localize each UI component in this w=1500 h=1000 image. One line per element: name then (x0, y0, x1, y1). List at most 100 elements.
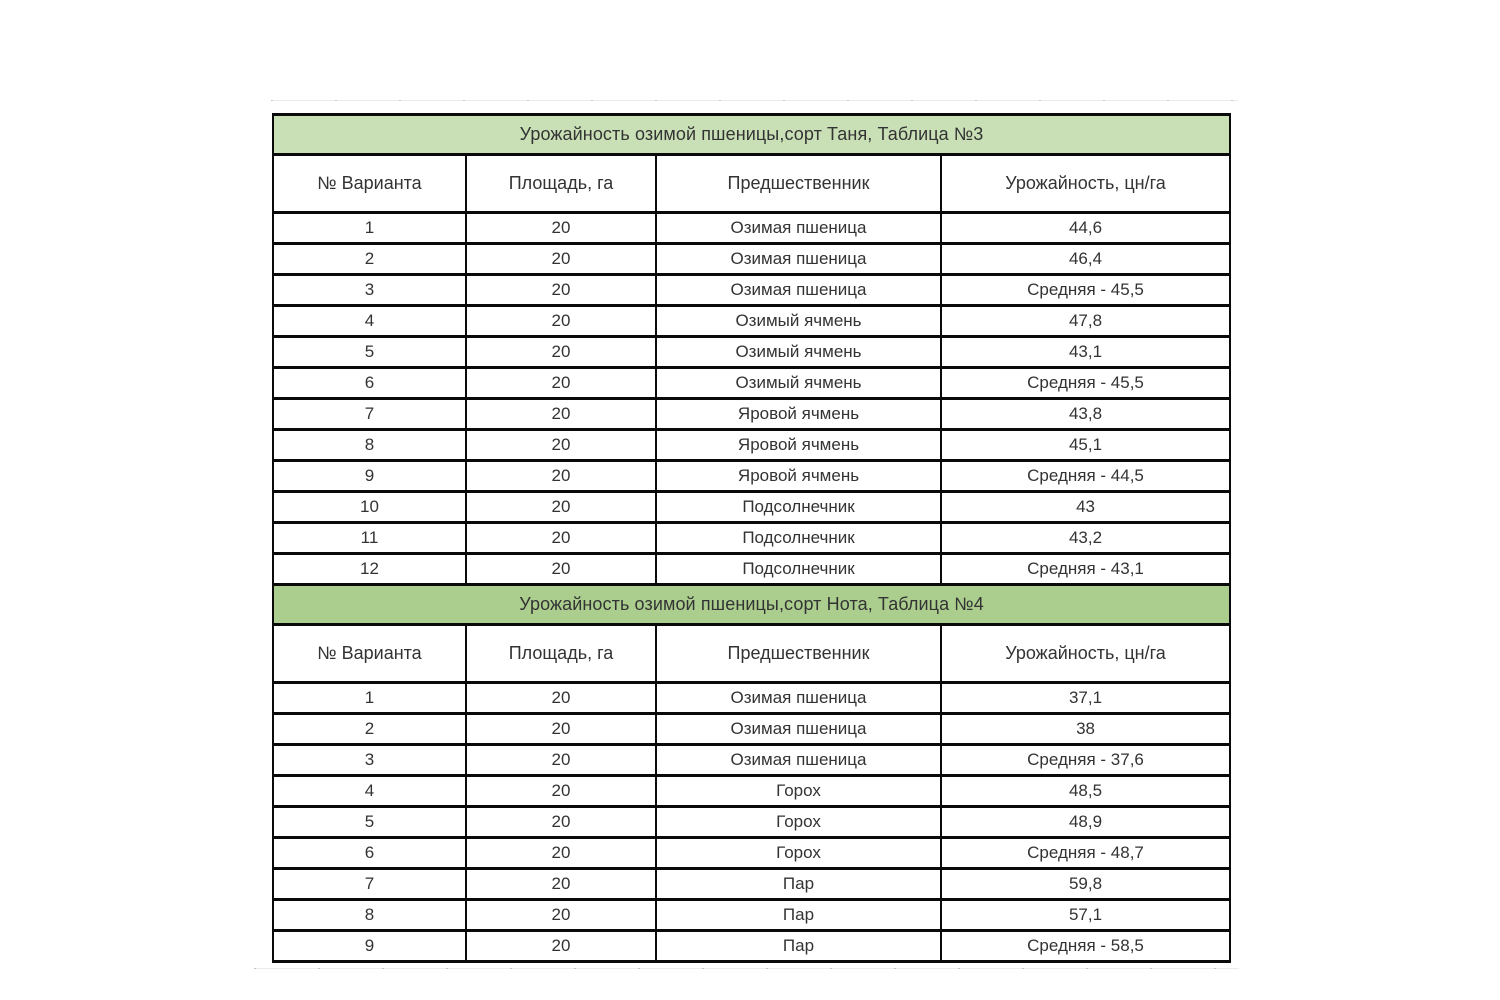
table-row: 7 20 Яровой ячмень 43,8 (272, 397, 1232, 431)
cell-predecessor: Подсолнечник (655, 521, 942, 555)
cell-variant-number: 3 (272, 273, 467, 307)
cell-area: 20 (465, 867, 657, 901)
column-header: № Варианта (272, 623, 467, 684)
cell-yield: Средняя - 44,5 (939, 459, 1232, 493)
cell-yield: 43,1 (939, 335, 1232, 369)
cell-variant-number: 8 (272, 428, 467, 462)
column-header: № Варианта (272, 153, 467, 214)
table-header-row: № Варианта Площадь, га Предшественник Урожа… (272, 153, 1232, 214)
cell-yield: Средняя - 58,5 (939, 929, 1232, 963)
cell-predecessor: Озимая пшеница (655, 743, 942, 777)
cell-yield: 47,8 (939, 304, 1232, 338)
cell-variant-number: 4 (272, 774, 467, 808)
yield-tables-sheet: Урожайность озимой пшеницы,сорт Таня, Та… (271, 113, 1232, 963)
table-row: 9 20 Яровой ячмень Средняя - 44,5 (272, 459, 1232, 493)
cell-yield: Средняя - 37,6 (939, 743, 1232, 777)
cell-predecessor: Озимая пшеница (655, 681, 942, 715)
spreadsheet-gridline-artifact-bottom (254, 968, 1239, 969)
cell-variant-number: 5 (272, 335, 467, 369)
cell-yield: 48,9 (939, 805, 1232, 839)
cell-yield: 43,2 (939, 521, 1232, 555)
cell-predecessor: Озимая пшеница (655, 211, 942, 245)
column-header: Площадь, га (465, 153, 657, 214)
cell-area: 20 (465, 552, 657, 586)
cell-predecessor: Озимый ячмень (655, 304, 942, 338)
table-row: 4 20 Горох 48,5 (272, 774, 1232, 808)
cell-predecessor: Озимый ячмень (655, 335, 942, 369)
cell-predecessor: Озимая пшеница (655, 273, 942, 307)
cell-area: 20 (465, 428, 657, 462)
cell-variant-number: 1 (272, 681, 467, 715)
table-row: 7 20 Пар 59,8 (272, 867, 1232, 901)
cell-yield: 37,1 (939, 681, 1232, 715)
table-row: 12 20 Подсолнечник Средняя - 43,1 (272, 552, 1232, 586)
cell-variant-number: 9 (272, 459, 467, 493)
table-row: 2 20 Озимая пшеница 38 (272, 712, 1232, 746)
cell-area: 20 (465, 836, 657, 870)
cell-variant-number: 7 (272, 867, 467, 901)
table-row: 4 20 Озимый ячмень 47,8 (272, 304, 1232, 338)
cell-predecessor: Пар (655, 867, 942, 901)
cell-area: 20 (465, 242, 657, 276)
cell-yield: 44,6 (939, 211, 1232, 245)
table-header-row: № Варианта Площадь, га Предшественник Урожа… (272, 623, 1232, 684)
cell-area: 20 (465, 273, 657, 307)
cell-yield: 43 (939, 490, 1232, 524)
table-row: 3 20 Озимая пшеница Средняя - 45,5 (272, 273, 1232, 307)
table-title-row: Урожайность озимой пшеницы,сорт Нота, Та… (271, 583, 1232, 626)
cell-area: 20 (465, 335, 657, 369)
cell-predecessor: Яровой ячмень (655, 397, 942, 431)
table-title: Урожайность озимой пшеницы,сорт Нота, Та… (271, 583, 1232, 626)
cell-yield: 57,1 (939, 898, 1232, 932)
column-header: Предшественник (655, 153, 942, 214)
cell-variant-number: 6 (272, 836, 467, 870)
cell-predecessor: Озимая пшеница (655, 712, 942, 746)
table-row: 8 20 Пар 57,1 (272, 898, 1232, 932)
cell-variant-number: 7 (272, 397, 467, 431)
cell-variant-number: 12 (272, 552, 467, 586)
cell-area: 20 (465, 743, 657, 777)
cell-yield: 43,8 (939, 397, 1232, 431)
cell-variant-number: 10 (272, 490, 467, 524)
cell-area: 20 (465, 397, 657, 431)
table-row: 2 20 Озимая пшеница 46,4 (272, 242, 1232, 276)
cell-area: 20 (465, 898, 657, 932)
cell-area: 20 (465, 490, 657, 524)
table-nota-section: Урожайность озимой пшеницы,сорт Нота, Та… (271, 583, 1232, 963)
cell-yield: Средняя - 43,1 (939, 552, 1232, 586)
cell-yield: 59,8 (939, 867, 1232, 901)
cell-yield: 38 (939, 712, 1232, 746)
table-row: 10 20 Подсолнечник 43 (272, 490, 1232, 524)
cell-area: 20 (465, 929, 657, 963)
cell-yield: 45,1 (939, 428, 1232, 462)
cell-predecessor: Подсолнечник (655, 552, 942, 586)
spreadsheet-gridline-artifact-top (271, 100, 1238, 101)
cell-area: 20 (465, 459, 657, 493)
column-header: Урожайность, цн/га (939, 623, 1232, 684)
table-title: Урожайность озимой пшеницы,сорт Таня, Та… (271, 113, 1232, 156)
cell-yield: Средняя - 45,5 (939, 366, 1232, 400)
cell-yield: Средняя - 48,7 (939, 836, 1232, 870)
table-row: 5 20 Озимый ячмень 43,1 (272, 335, 1232, 369)
wheat-yield-tables: Урожайность озимой пшеницы,сорт Таня, Та… (271, 113, 1232, 963)
table-row: 9 20 Пар Средняя - 58,5 (272, 929, 1232, 963)
cell-variant-number: 1 (272, 211, 467, 245)
cell-area: 20 (465, 805, 657, 839)
cell-variant-number: 6 (272, 366, 467, 400)
table-row: 8 20 Яровой ячмень 45,1 (272, 428, 1232, 462)
cell-yield: 48,5 (939, 774, 1232, 808)
column-header: Предшественник (655, 623, 942, 684)
cell-predecessor: Озимая пшеница (655, 242, 942, 276)
cell-variant-number: 3 (272, 743, 467, 777)
cell-yield: 46,4 (939, 242, 1232, 276)
table-row: 1 20 Озимая пшеница 37,1 (272, 681, 1232, 715)
cell-variant-number: 5 (272, 805, 467, 839)
cell-area: 20 (465, 366, 657, 400)
cell-predecessor: Подсолнечник (655, 490, 942, 524)
table-row: 5 20 Горох 48,9 (272, 805, 1232, 839)
cell-yield: Средняя - 45,5 (939, 273, 1232, 307)
table-title-row: Урожайность озимой пшеницы,сорт Таня, Та… (271, 113, 1232, 156)
table-tanya-section: Урожайность озимой пшеницы,сорт Таня, Та… (271, 113, 1232, 586)
cell-variant-number: 2 (272, 712, 467, 746)
cell-area: 20 (465, 521, 657, 555)
